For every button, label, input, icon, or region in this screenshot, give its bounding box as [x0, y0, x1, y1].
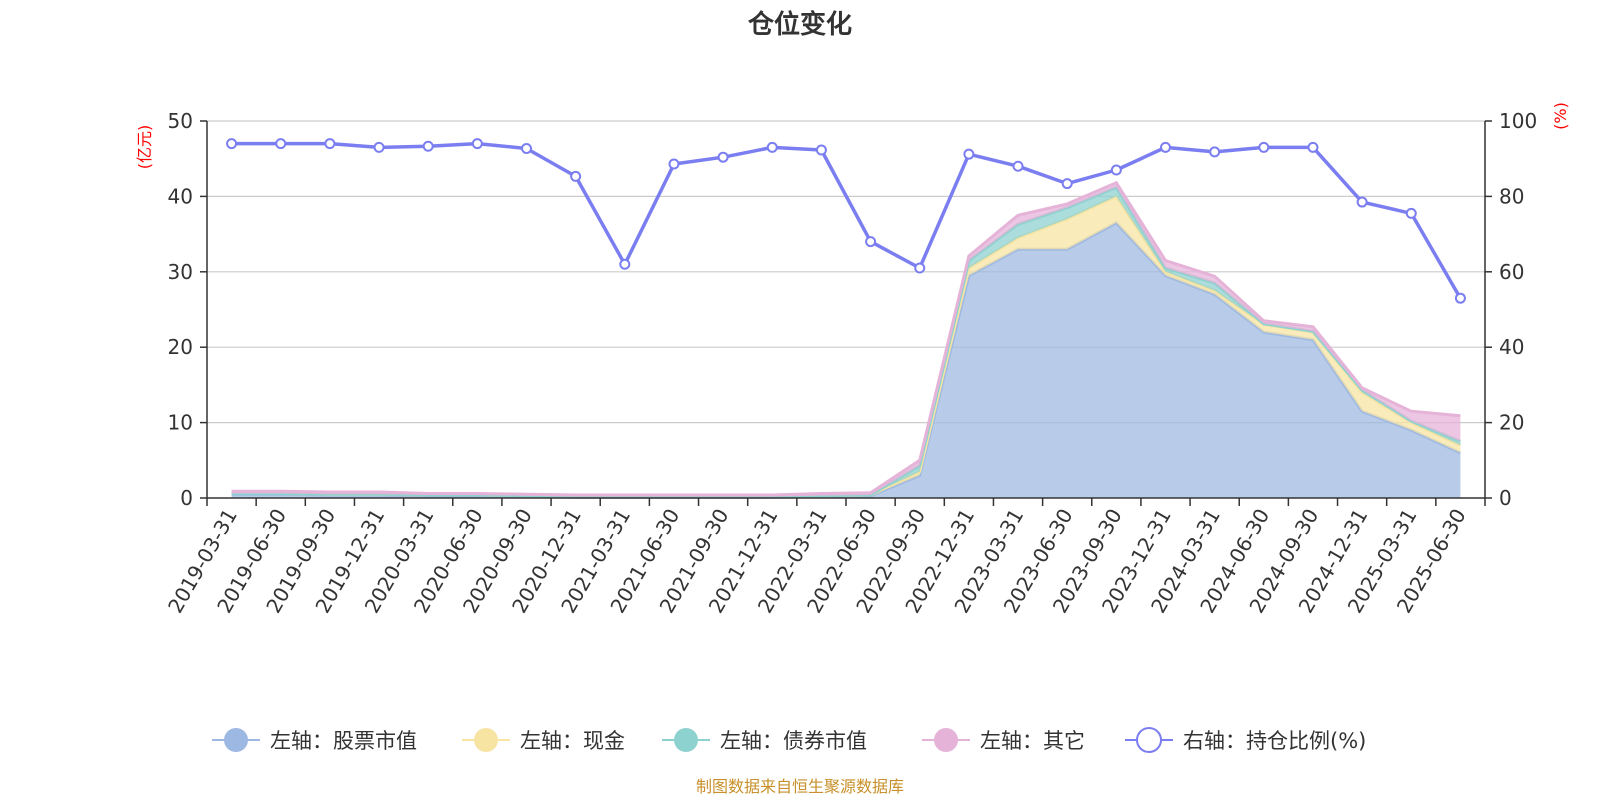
ratio-point	[619, 258, 631, 270]
ratio-point	[1209, 146, 1221, 158]
legend: 左轴：股票市值 左轴：现金 左轴：债券市值 左轴：其它 右轴：持仓比例(%)	[212, 727, 1366, 753]
legend-label: 左轴：现金	[520, 729, 625, 753]
legend-item-3: 左轴：债券市值	[662, 728, 867, 753]
ratio-line-series	[226, 138, 1466, 304]
legend-marker	[1136, 727, 1162, 753]
legend-item-1: 左轴：股票市值	[212, 728, 417, 753]
ratio-point	[1061, 178, 1073, 190]
ratio-point	[1012, 160, 1024, 172]
left-tick-label: 40	[168, 184, 193, 208]
ratio-line	[231, 141, 1462, 300]
area-edge-4	[231, 180, 1461, 497]
left-axis-unit: (亿元)	[135, 125, 154, 170]
ratio-point	[570, 170, 582, 182]
area-fill-1	[231, 222, 1461, 499]
legend-marker	[674, 728, 698, 752]
ratio-point	[865, 236, 877, 248]
left-tick-label: 10	[168, 411, 193, 435]
chart-title: 仓位变化	[747, 9, 852, 40]
ratio-point	[422, 140, 434, 152]
ratio-point	[521, 143, 532, 155]
ratio-point	[1160, 141, 1171, 153]
ratio-point	[471, 138, 483, 150]
right-tick-label: 0	[1499, 486, 1512, 510]
x-axis-labels: 2019-03-312019-06-302019-09-302019-12-31…	[163, 504, 1471, 617]
legend-label: 左轴：债券市值	[720, 729, 867, 753]
legend-marker	[934, 728, 958, 752]
ratio-point	[1110, 164, 1122, 176]
left-tick-label: 50	[168, 109, 193, 133]
right-tick-label: 20	[1499, 411, 1524, 435]
right-tick-label: 100	[1499, 109, 1537, 133]
source-note: 制图数据来自恒生聚源数据库	[696, 777, 904, 796]
ratio-point	[1258, 141, 1270, 153]
legend-marker	[474, 728, 498, 752]
legend-item-2: 左轴：现金	[462, 728, 625, 753]
legend-item-5: 右轴：持仓比例(%)	[1125, 727, 1366, 753]
area-series	[231, 180, 1462, 499]
ratio-point	[373, 141, 385, 153]
ratio-point	[324, 138, 336, 150]
right-axis-ticks: 0 20 40 60 80 100	[1485, 109, 1537, 510]
legend-label: 左轴：股票市值	[270, 729, 417, 753]
left-tick-label: 0	[180, 486, 193, 510]
ratio-point	[1307, 141, 1319, 153]
legend-marker	[224, 728, 248, 752]
ratio-point	[275, 138, 287, 150]
left-tick-label: 20	[168, 335, 193, 359]
ratio-point	[766, 141, 778, 153]
ratio-point	[963, 148, 975, 160]
right-tick-label: 60	[1499, 260, 1524, 284]
left-tick-label: 30	[168, 260, 193, 284]
legend-label: 左轴：其它	[980, 729, 1085, 753]
ratio-point	[1405, 207, 1417, 219]
ratio-point	[815, 144, 827, 156]
ratio-point	[717, 151, 729, 163]
ratio-point	[914, 262, 926, 274]
left-axis-ticks: 0 10 20 30 40 50	[168, 109, 207, 510]
ratio-point	[668, 158, 680, 170]
right-tick-label: 40	[1499, 335, 1524, 359]
right-tick-label: 80	[1499, 184, 1524, 208]
axes	[206, 121, 1486, 506]
legend-label: 右轴：持仓比例(%)	[1183, 729, 1366, 753]
ratio-point	[1356, 196, 1368, 208]
ratio-point	[226, 138, 238, 150]
legend-item-4: 左轴：其它	[922, 728, 1085, 753]
right-axis-unit: (%)	[1551, 102, 1570, 130]
ratio-point	[1454, 292, 1466, 304]
